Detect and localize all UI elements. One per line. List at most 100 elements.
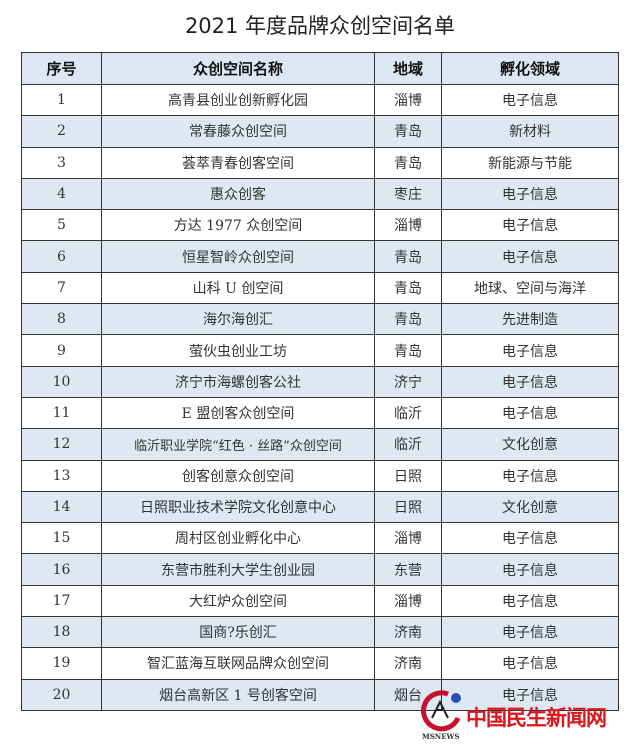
space-name: 创客创意众创空间	[101, 459, 375, 492]
table-row: 6 恒星智岭众创空间 青岛 电子信息	[21, 240, 619, 273]
row-index: 11	[21, 396, 102, 430]
header-region: 地域	[374, 52, 442, 85]
header-field: 孵化领域	[441, 52, 619, 85]
table-row: 10 济宁市海螺创客公社 济宁 电子信息	[21, 365, 619, 398]
space-name: 临沂职业学院“红色 · 丝路”众创空间	[101, 428, 375, 461]
space-name: 烟台高新区 1 号创客空间	[101, 678, 375, 711]
incubation-field: 地球、空间与海洋	[441, 271, 619, 305]
table-row: 16 东营市胜利大学生创业园 东营 电子信息	[21, 553, 619, 586]
region: 淄博	[374, 522, 442, 555]
table-row: 8 海尔海创汇 青岛 先进制造	[21, 303, 619, 336]
region: 日照	[374, 490, 442, 524]
space-name: 海尔海创汇	[101, 303, 375, 336]
row-index: 4	[21, 177, 102, 211]
region: 东营	[374, 553, 442, 586]
row-index: 18	[21, 616, 102, 649]
incubation-field: 新材料	[441, 115, 619, 148]
incubation-field: 新能源与节能	[441, 146, 619, 179]
region: 青岛	[374, 334, 442, 367]
row-index: 16	[21, 553, 102, 586]
incubation-field: 文化创意	[441, 490, 619, 524]
watermark-text: 中国民生新闻网	[466, 706, 607, 730]
incubation-field: 电子信息	[441, 522, 619, 555]
row-index: 2	[21, 115, 102, 148]
brand-space-table: 序号 众创空间名称 地域 孵化领域 1 高青县创业创新孵化园 淄博 电子信息 2 常春藤众…	[21, 52, 619, 711]
space-name: 济宁市海螺创客公社	[101, 365, 375, 398]
region: 淄博	[374, 209, 442, 242]
incubation-field: 电子信息	[441, 459, 619, 492]
watermark: 中国民生新闻网 MSNEWS	[418, 688, 638, 744]
row-index: 7	[21, 271, 102, 305]
space-name: E 盟创客众创空间	[101, 396, 375, 430]
table-row: 18 国商?乐创汇 济南 电子信息	[21, 616, 619, 649]
table-row: 12 临沂职业学院“红色 · 丝路”众创空间 临沂 文化创意	[21, 428, 619, 461]
row-index: 13	[21, 459, 102, 492]
table-row: 11 E 盟创客众创空间 临沂 电子信息	[21, 396, 619, 430]
incubation-field: 电子信息	[441, 616, 619, 649]
region: 淄博	[374, 83, 442, 117]
table-row: 20 烟台高新区 1 号创客空间 烟台 电子信息	[21, 678, 619, 711]
row-index: 3	[21, 146, 102, 179]
row-index: 9	[21, 334, 102, 367]
incubation-field: 文化创意	[441, 428, 619, 461]
row-index: 20	[21, 678, 102, 711]
space-name: 日照职业技术学院文化创意中心	[101, 490, 375, 524]
incubation-field: 电子信息	[441, 553, 619, 586]
incubation-field: 先进制造	[441, 303, 619, 336]
region: 济宁	[374, 365, 442, 398]
space-name: 惠众创客	[101, 177, 375, 211]
row-index: 6	[21, 240, 102, 273]
incubation-field: 电子信息	[441, 647, 619, 680]
table-row: 4 惠众创客 枣庄 电子信息	[21, 177, 619, 211]
table-row: 7 山科 U 创空间 青岛 地球、空间与海洋	[21, 271, 619, 305]
page-title: 2021 年度品牌众创空间名单	[184, 14, 456, 38]
row-index: 17	[21, 584, 102, 618]
table-row: 14 日照职业技术学院文化创意中心 日照 文化创意	[21, 490, 619, 524]
incubation-field: 电子信息	[441, 334, 619, 367]
incubation-field: 电子信息	[441, 365, 619, 398]
row-index: 5	[21, 209, 102, 242]
table-row: 1 高青县创业创新孵化园 淄博 电子信息	[21, 83, 619, 117]
table-row: 19 智汇蓝海互联网品牌众创空间 济南 电子信息	[21, 647, 619, 680]
space-name: 国商?乐创汇	[101, 616, 375, 649]
region: 日照	[374, 459, 442, 492]
row-index: 10	[21, 365, 102, 398]
region: 青岛	[374, 146, 442, 179]
region: 青岛	[374, 303, 442, 336]
region: 青岛	[374, 271, 442, 305]
row-index: 14	[21, 490, 102, 524]
table-row: 2 常春藤众创空间 青岛 新材料	[21, 115, 619, 148]
incubation-field: 电子信息	[441, 240, 619, 273]
row-index: 8	[21, 303, 102, 336]
space-name: 山科 U 创空间	[101, 271, 375, 305]
space-name: 东营市胜利大学生创业园	[101, 553, 375, 586]
region: 济南	[374, 616, 442, 649]
watermark-sub: MSNEWS	[422, 732, 460, 741]
space-name: 恒星智岭众创空间	[101, 240, 375, 273]
incubation-field: 电子信息	[441, 209, 619, 242]
table-row: 3 荟萃青春创客空间 青岛 新能源与节能	[21, 146, 619, 179]
incubation-field: 电子信息	[441, 678, 619, 711]
space-name: 方达 1977 众创空间	[101, 209, 375, 242]
incubation-field: 电子信息	[441, 584, 619, 618]
table-row: 5 方达 1977 众创空间 淄博 电子信息	[21, 209, 619, 242]
row-index: 12	[21, 428, 102, 461]
region: 临沂	[374, 428, 442, 461]
table-row: 13 创客创意众创空间 日照 电子信息	[21, 459, 619, 492]
incubation-field: 电子信息	[441, 177, 619, 211]
row-index: 1	[21, 83, 102, 117]
header-index: 序号	[21, 52, 102, 85]
table-row: 15 周村区创业孵化中心 淄博 电子信息	[21, 522, 619, 555]
region: 淄博	[374, 584, 442, 618]
region: 青岛	[374, 115, 442, 148]
incubation-field: 电子信息	[441, 396, 619, 430]
table-row: 9 萤伙虫创业工坊 青岛 电子信息	[21, 334, 619, 367]
region: 青岛	[374, 240, 442, 273]
space-name: 大红炉众创空间	[101, 584, 375, 618]
space-name: 高青县创业创新孵化园	[101, 83, 375, 117]
msnews-logo-icon	[421, 690, 461, 732]
space-name: 萤伙虫创业工坊	[101, 334, 375, 367]
incubation-field: 电子信息	[441, 83, 619, 117]
space-name: 常春藤众创空间	[101, 115, 375, 148]
region: 济南	[374, 647, 442, 680]
